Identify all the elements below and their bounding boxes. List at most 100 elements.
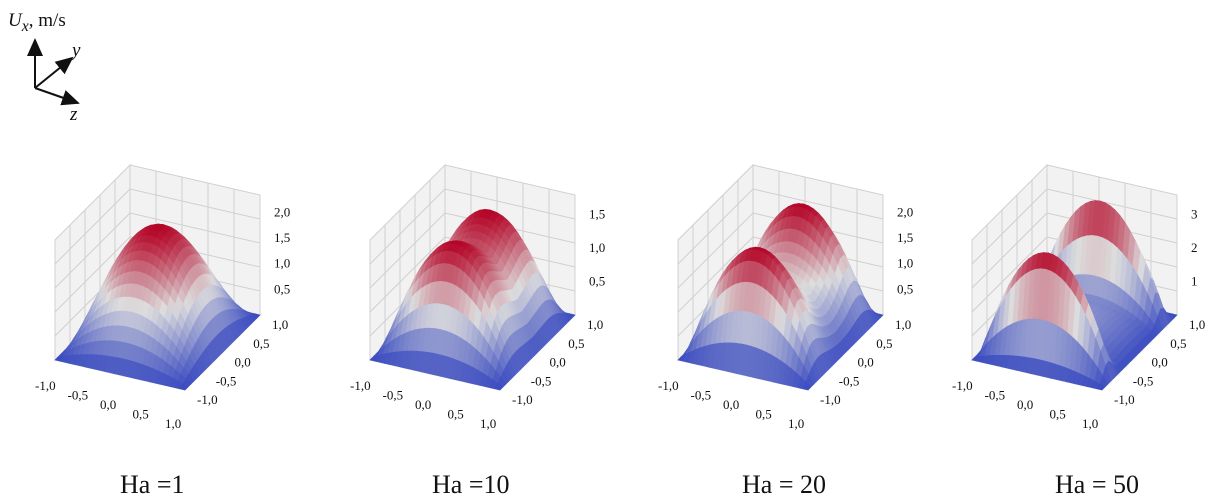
x-tick-label: 0,0 — [723, 397, 739, 412]
caption-value: 10 — [483, 470, 510, 499]
z-tick-label: 2 — [1191, 240, 1198, 255]
grid-line — [444, 188, 576, 220]
x-tick-label: 0,5 — [1050, 407, 1066, 422]
surface-mesh — [677, 203, 884, 391]
x-tick-label: 1,0 — [165, 416, 181, 431]
z-tick-label: 0,5 — [274, 281, 290, 296]
y-tick-label: -1,0 — [820, 392, 841, 407]
z-tick-label: 1 — [1191, 274, 1198, 289]
caption-value: 1 — [171, 470, 185, 499]
grid-line — [677, 236, 754, 313]
caption-variable: Ha — [742, 470, 773, 499]
surface-plot-ha-1: -1,0 -0,5 0,0 0,5 1,0 1,0 0,5 0,0 -0,5 -1,0 2,0 1,5… — [5, 150, 305, 450]
caption-equals: = — [468, 470, 484, 499]
x-tick-label: -1,0 — [952, 378, 973, 393]
x-tick-label: 1,0 — [480, 416, 496, 431]
z-tick-label: 1,5 — [589, 207, 605, 222]
z-tick-label: 1,5 — [274, 230, 290, 245]
z-tick-label: 1,0 — [274, 256, 290, 271]
z-axis-label: z — [70, 104, 77, 126]
x-tick-label: 0,5 — [756, 407, 772, 422]
grid-line — [369, 236, 446, 313]
quantity-subscript: x — [21, 17, 29, 35]
axis-arrows-graphic — [27, 38, 80, 106]
x-tick-label: -0,5 — [383, 388, 404, 403]
y-tick-label: 1,0 — [587, 317, 603, 332]
y-tick-label: 0,5 — [253, 336, 269, 351]
x-tick-label: -1,0 — [35, 378, 56, 393]
grid-line — [971, 212, 1048, 289]
z-axis-arrow — [34, 87, 80, 106]
caption-equals: = — [156, 470, 172, 499]
grid-line — [677, 188, 754, 265]
grid-line — [1046, 188, 1178, 220]
y-tick-label: 0,0 — [550, 355, 566, 370]
x-tick-label: 0,5 — [448, 407, 464, 422]
caption-value: 50 — [1113, 470, 1139, 499]
x-tick-label: 0,0 — [1017, 397, 1033, 412]
x-tick-label: -1,0 — [658, 378, 679, 393]
x-tick-label: -0,5 — [691, 388, 712, 403]
z-axis-label-text: z — [70, 104, 78, 125]
x-tick-label: 0,5 — [133, 407, 149, 422]
y-axis-label-text: y — [72, 40, 81, 61]
y-tick-label: -1,0 — [1114, 392, 1135, 407]
y-tick-label: -0,5 — [839, 373, 860, 388]
z-tick-label: 2,0 — [897, 204, 913, 219]
x-tick-label: 0,0 — [415, 397, 431, 412]
grid-line — [54, 236, 131, 313]
grid-line — [752, 188, 884, 220]
surface-mesh — [971, 200, 1178, 391]
y-tick-label: 0,5 — [876, 336, 892, 351]
grid-line — [677, 212, 754, 289]
caption-equals: = — [778, 470, 794, 499]
caption-ha-10: Ha =10 — [432, 470, 510, 500]
z-tick-label: 2,0 — [274, 204, 290, 219]
caption-ha-20: Ha = 20 — [742, 470, 826, 500]
x-tick-label: 1,0 — [788, 416, 804, 431]
y-tick-label: 0,0 — [1152, 355, 1168, 370]
caption-ha-50: Ha = 50 — [1055, 470, 1139, 500]
z-tick-label: 1,0 — [589, 240, 605, 255]
y-tick-label: 1,0 — [272, 317, 288, 332]
grid-line — [54, 188, 131, 265]
surface-plot-svg: -1,0-0,50,00,51,01,00,50,0-0,5-1,01,51,0… — [350, 163, 605, 431]
y-tick-label: 1,0 — [895, 317, 911, 332]
grid-line — [369, 188, 446, 265]
x-tick-label: 0,0 — [100, 397, 116, 412]
surface-patch — [494, 382, 504, 391]
y-tick-label: -0,5 — [216, 373, 237, 388]
grid-line — [971, 236, 1048, 313]
x-tick-label: -0,5 — [985, 388, 1006, 403]
grid-line — [971, 188, 1048, 265]
caption-variable: Ha — [1055, 470, 1086, 499]
caption-variable: Ha — [120, 470, 151, 499]
y-tick-label: 0,5 — [1170, 336, 1186, 351]
grid-line — [129, 212, 261, 244]
z-tick-label: 1,0 — [897, 256, 913, 271]
surface-plot-ha-10: -1,0 -0,5 0,0 0,5 1,0 1,0 0,5 0,0 -0,5 -1,0 1,5 1,0… — [320, 150, 620, 450]
quantity-symbol: U — [8, 10, 22, 31]
x-tick-label: -0,5 — [68, 388, 89, 403]
y-axis-label: y — [72, 40, 80, 62]
y-tick-label: 0,5 — [568, 336, 584, 351]
grid-line — [54, 212, 131, 289]
y-tick-label: 1,0 — [1189, 317, 1205, 332]
y-tick-label: -1,0 — [512, 392, 533, 407]
surface-plot-ha-50: -1,0 -0,5 0,0 0,5 1,0 1,0 0,5 0,0 -0,5 -1,0 3 2 1 — [922, 150, 1222, 450]
axis-orientation-legend: Ux, m/s y z — [0, 0, 110, 125]
surface-plot-svg: -1,0-0,50,00,51,01,00,50,0-0,5-1,02,01,5… — [35, 163, 290, 431]
y-tick-label: -0,5 — [1133, 373, 1154, 388]
surface-plot-svg: -1,0-0,50,00,51,01,00,50,0-0,5-1,02,01,5… — [658, 163, 913, 431]
quantity-unit: , m/s — [28, 10, 66, 31]
surface-mesh — [54, 223, 261, 391]
z-tick-label: 0,5 — [589, 274, 605, 289]
y-tick-label: 0,0 — [235, 355, 251, 370]
z-tick-label: 0,5 — [897, 281, 913, 296]
grid-line — [129, 188, 261, 220]
surface-mesh — [369, 208, 576, 391]
surface-patch — [179, 383, 189, 391]
caption-value: 20 — [800, 470, 826, 499]
surface-patch — [1096, 383, 1106, 391]
